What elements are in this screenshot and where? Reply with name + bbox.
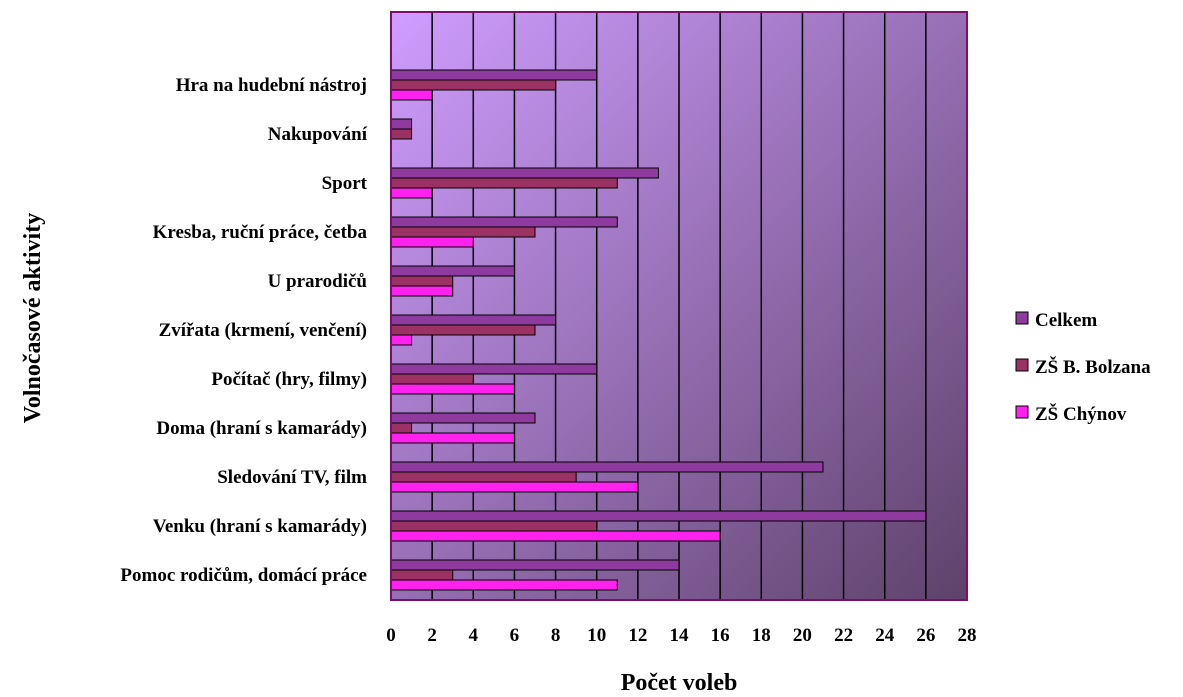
bar [390,559,680,571]
legend-entry: ZŠ Chýnov [1035,403,1127,425]
bar [390,216,618,228]
bar [390,520,598,532]
category-label: Sledování TV, film [217,467,367,488]
category-label: Sport [322,173,368,194]
bar [390,412,536,424]
category-label: Venku (hraní s kamarády) [153,516,367,537]
bar [390,89,433,101]
x-tick-label: 0 [386,625,396,646]
x-tick-label: 20 [793,625,812,646]
category-label: Hra na hudební nástroj [176,75,367,96]
x-tick-label: 24 [875,625,895,646]
x-tick-label: 2 [427,625,437,646]
category-label: Zvířata (krmení, venčení) [159,320,367,341]
bar [390,481,639,493]
x-tick-label: 16 [711,625,730,646]
x-tick-label: 10 [587,625,606,646]
bar [390,275,454,287]
category-label: Počítač (hry, filmy) [211,369,367,390]
bar [390,187,433,199]
bar [390,569,454,581]
x-tick-label: 22 [834,625,853,646]
x-axis-title: Počet voleb [621,670,738,696]
legend-entry: ZŠ B. Bolzana [1035,356,1151,378]
bar [390,530,721,542]
bar [390,324,536,336]
x-axis-ticks: 0 2 4 6 8 10 12 14 16 18 20 22 24 26 28 [386,625,976,646]
bar [390,373,474,385]
bar [390,118,413,130]
plot-border [390,11,968,601]
bar [390,79,557,91]
x-tick-label: 4 [469,625,479,646]
bar [390,128,413,140]
bar [390,579,618,591]
bar [390,383,515,395]
x-tick-label: 12 [628,625,647,646]
x-tick-label: 28 [958,625,977,646]
x-tick-label: 18 [752,625,771,646]
x-tick-label: 26 [916,625,935,646]
bar [390,177,618,189]
bar [390,236,474,248]
bar [390,265,515,277]
bar [390,226,536,238]
category-label: Pomoc rodičům, domácí práce [120,565,367,586]
legend-entry: Celkem [1035,310,1097,331]
legend: Celkem ZŠ B. Bolzana ZŠ Chýnov [1015,310,1151,425]
bars-layer [390,69,927,591]
bar [390,363,598,375]
category-label: Doma (hraní s kamarády) [156,418,367,439]
bar [390,69,598,81]
bar [390,471,577,483]
bar [390,314,557,326]
legend-swatch [1015,358,1029,372]
y-axis-title: Volnočasové aktivity [20,213,46,423]
category-label: U prarodičů [268,271,368,292]
category-label: Nakupování [268,124,368,145]
category-label: Kresba, ruční práce, četba [153,222,368,243]
y-axis-category-labels: Hra na hudební nástroj Nakupování Sport Kre… [120,75,367,586]
bar [390,285,454,297]
bar [390,432,515,444]
bar [390,422,413,434]
x-tick-label: 14 [670,625,690,646]
x-tick-label: 8 [551,625,561,646]
x-tick-label: 6 [510,625,520,646]
bar [390,510,927,522]
legend-swatch [1015,311,1029,325]
bar [390,167,659,179]
bar [390,334,413,346]
bar [390,461,824,473]
legend-swatch [1015,405,1029,419]
